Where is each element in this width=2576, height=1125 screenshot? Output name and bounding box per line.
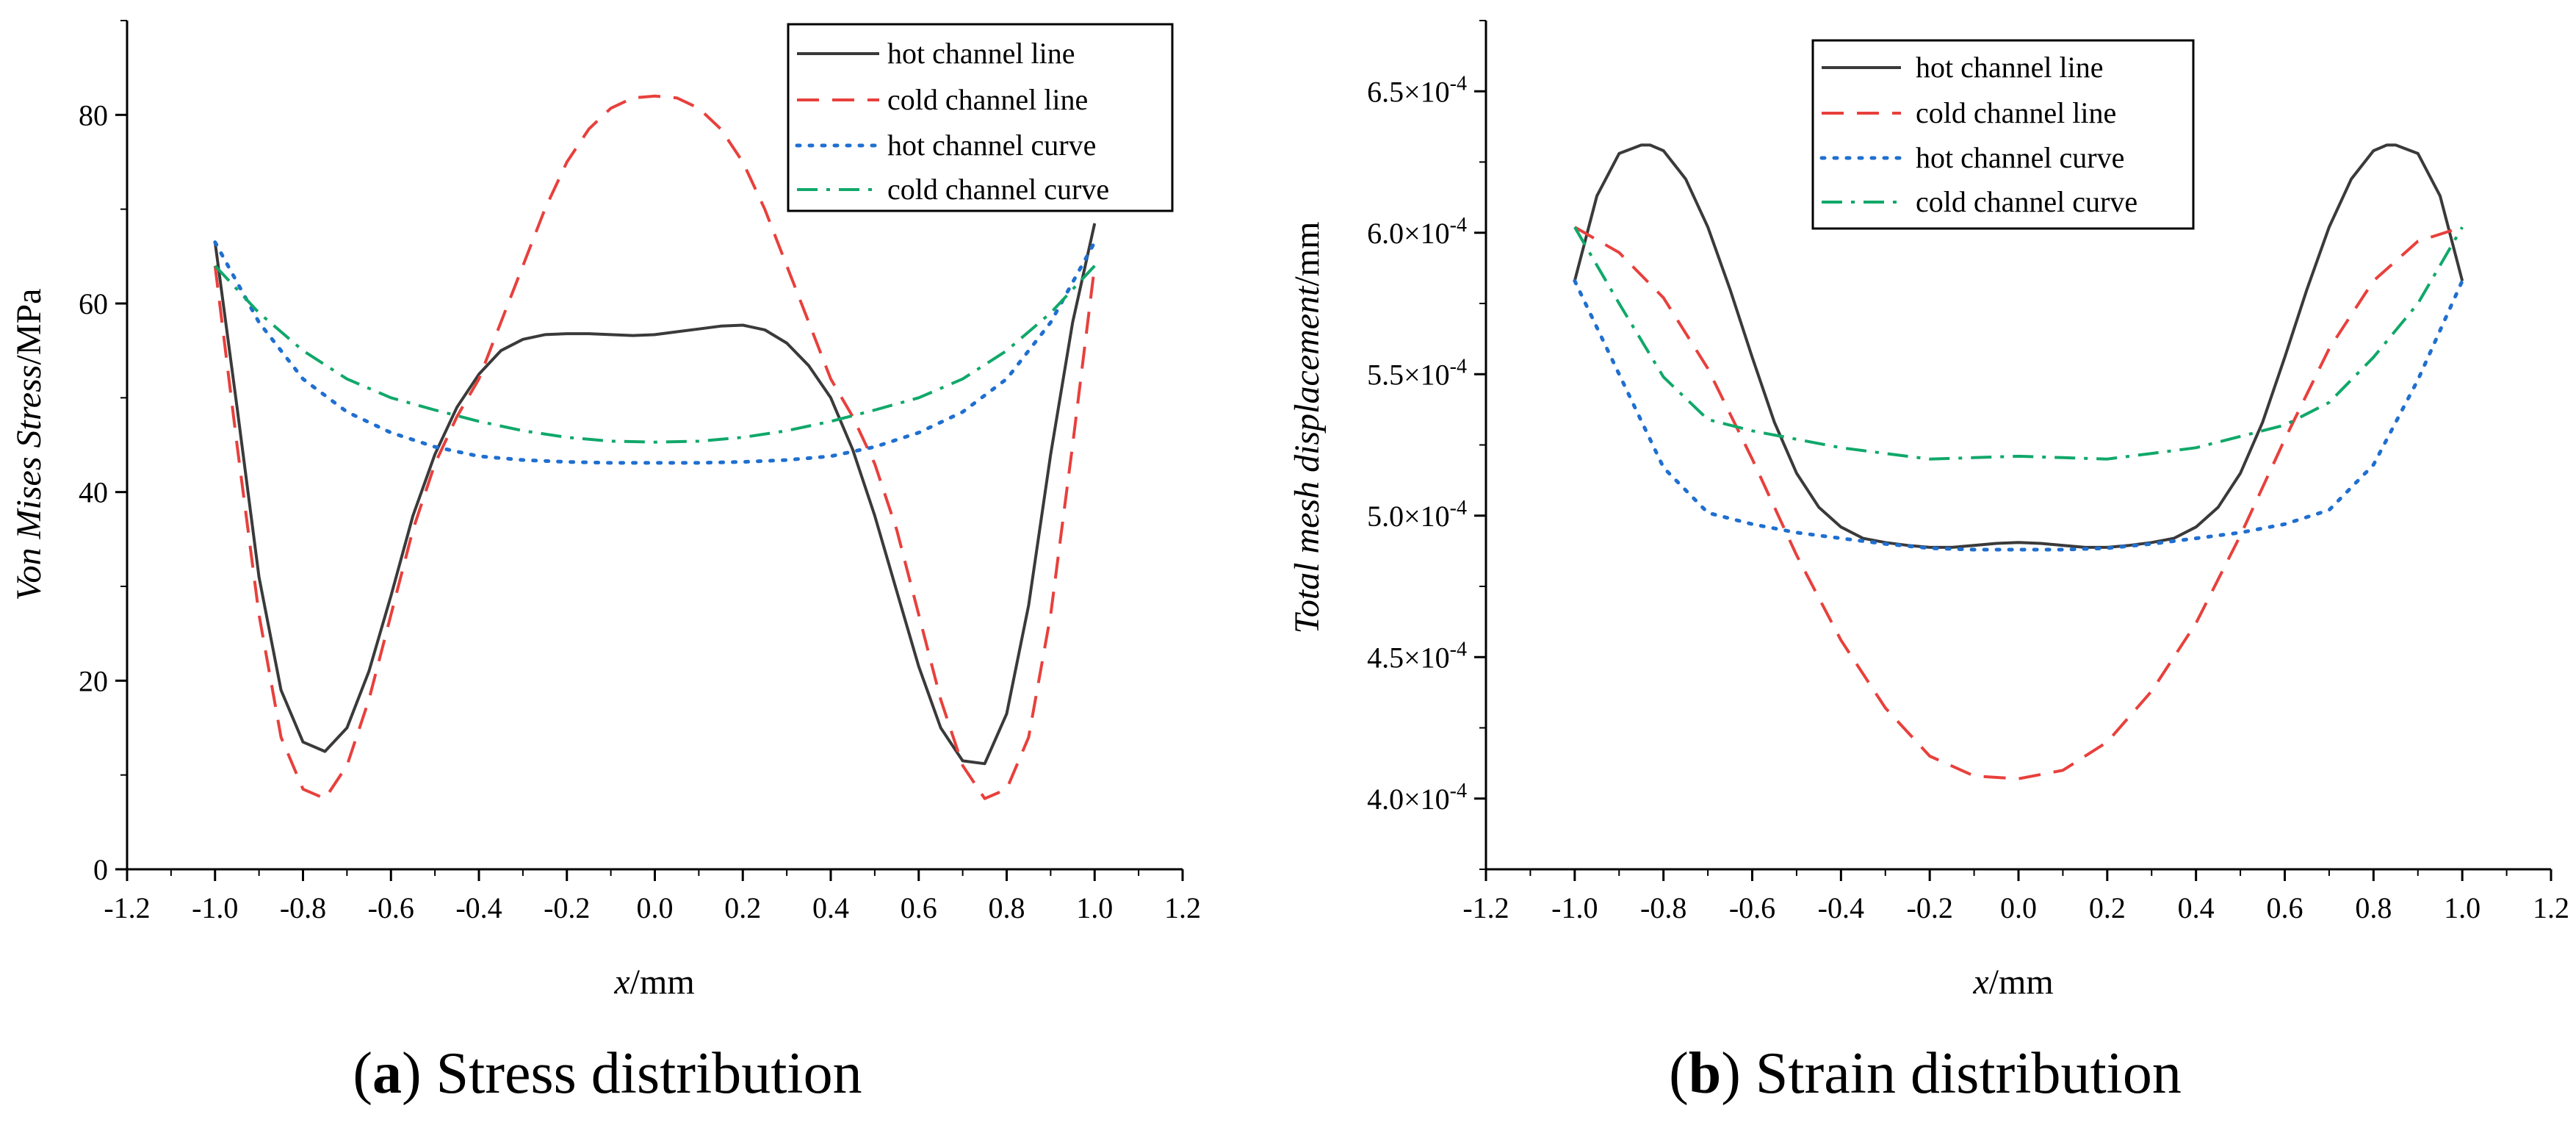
chart-a-y-axis-ticks: 0 20 40 60 80 [79, 20, 127, 886]
legend-b-label-cold-line: cold channel line [1916, 96, 2116, 129]
legend-a-label-cold-line: cold channel line [887, 83, 1088, 116]
legend-b-label-cold-curve: cold channel curve [1916, 185, 2137, 218]
x-tick-label: -1.0 [1551, 891, 1598, 924]
x-tick-label: 1.2 [2533, 891, 2569, 924]
x-tick-label: -0.4 [455, 891, 502, 924]
chart-b-y-axis-ticks: 4.0×10-4 4.5×10-4 5.0×10-4 5.5×10-4 6.0×10-4… [1367, 20, 1486, 870]
x-tick-label: 0.2 [724, 891, 761, 924]
x-tick-label: 0.6 [901, 891, 937, 924]
chart-b-legend: hot channel line cold channel line hot c… [1811, 39, 2195, 230]
series-cold-channel-curve [214, 265, 1096, 444]
series-hot-channel-line [213, 223, 1097, 766]
series-cold-channel-line [213, 94, 1097, 800]
x-tick-label: -0.2 [544, 891, 590, 924]
chart-a-legend: hot channel line cold channel line hot c… [787, 23, 1174, 212]
x-tick-label: 1.2 [1164, 891, 1201, 924]
x-tick-label: 0.6 [2267, 891, 2303, 924]
x-tick-label: 1.0 [1076, 891, 1113, 924]
x-tick-label: -0.6 [1729, 891, 1775, 924]
x-tick-label: -0.2 [1907, 891, 1953, 924]
y-tick-label: 20 [79, 664, 108, 697]
x-tick-label: -1.2 [1462, 891, 1509, 924]
x-tick-label: -0.6 [368, 891, 414, 924]
legend-b-label-hot-line: hot channel line [1916, 51, 2103, 84]
chart-a-series [213, 94, 1097, 800]
chart-a-y-axis-label: Von Mises Stress/MPa [10, 289, 48, 601]
y-tick-label: 6.5×10-4 [1367, 72, 1467, 108]
x-tick-label: 1.0 [2444, 891, 2481, 924]
chart-b-y-axis-label: Total mesh displacement/mm [1288, 222, 1327, 634]
y-tick-label: 6.0×10-4 [1367, 214, 1467, 250]
legend-a-label-hot-line: hot channel line [887, 37, 1075, 70]
chart-a-stress: -1.2 -1.0 -0.8 -0.6 -0.4 -0.2 0.0 0.2 0.4 0.6 0.8 1… [10, 20, 1201, 1106]
y-tick-label: 0 [93, 853, 108, 886]
x-tick-label: 0.0 [637, 891, 674, 924]
chart-a-x-axis-label: x/mm [613, 963, 694, 1002]
chart-a-caption: (a) Stress distribution [353, 1041, 862, 1106]
y-tick-label: 4.5×10-4 [1367, 638, 1467, 674]
y-tick-label: 4.0×10-4 [1367, 780, 1467, 816]
x-tick-label: -0.8 [1640, 891, 1686, 924]
y-tick-label: 5.5×10-4 [1367, 355, 1467, 391]
chart-b-x-axis-label: x/mm [1972, 963, 2053, 1002]
x-tick-label: 0.4 [812, 891, 849, 924]
x-tick-label: -0.4 [1818, 891, 1864, 924]
x-tick-label: 0.4 [2178, 891, 2215, 924]
x-tick-label: 0.8 [2355, 891, 2392, 924]
x-tick-label: -1.0 [192, 891, 238, 924]
legend-a-label-cold-curve: cold channel curve [887, 173, 1109, 206]
series-cold-channel-curve [1573, 226, 2464, 461]
x-tick-label: -0.8 [280, 891, 326, 924]
y-tick-label: 60 [79, 287, 108, 320]
legend-b-label-hot-curve: hot channel curve [1916, 141, 2124, 174]
series-cold-channel-line [1573, 226, 2463, 780]
series-hot-channel-line [1573, 143, 2464, 549]
y-tick-label: 5.0×10-4 [1367, 497, 1467, 533]
x-tick-label: 0.2 [2089, 891, 2126, 924]
chart-b-strain: -1.2 -1.0 -0.8 -0.6 -0.4 -0.2 0.0 0.2 0.4 0.6 0.8 1… [1288, 20, 2569, 1106]
x-tick-label: 0.8 [989, 891, 1025, 924]
chart-b-series [1573, 143, 2464, 780]
chart-b-caption: (b) Strain distribution [1669, 1041, 2182, 1106]
chart-b-x-axis-ticks: -1.2 -1.0 -0.8 -0.6 -0.4 -0.2 0.0 0.2 0.4 0.6 0.8 1… [1462, 869, 2569, 924]
y-tick-label: 80 [79, 98, 108, 132]
x-tick-label: 0.0 [2000, 891, 2037, 924]
legend-a-label-hot-curve: hot channel curve [887, 129, 1096, 162]
y-tick-label: 40 [79, 476, 108, 509]
chart-a-x-axis-ticks: -1.2 -1.0 -0.8 -0.6 -0.4 -0.2 0.0 0.2 0.4 0.6 0.8 1… [104, 869, 1201, 924]
x-tick-label: -1.2 [104, 891, 150, 924]
